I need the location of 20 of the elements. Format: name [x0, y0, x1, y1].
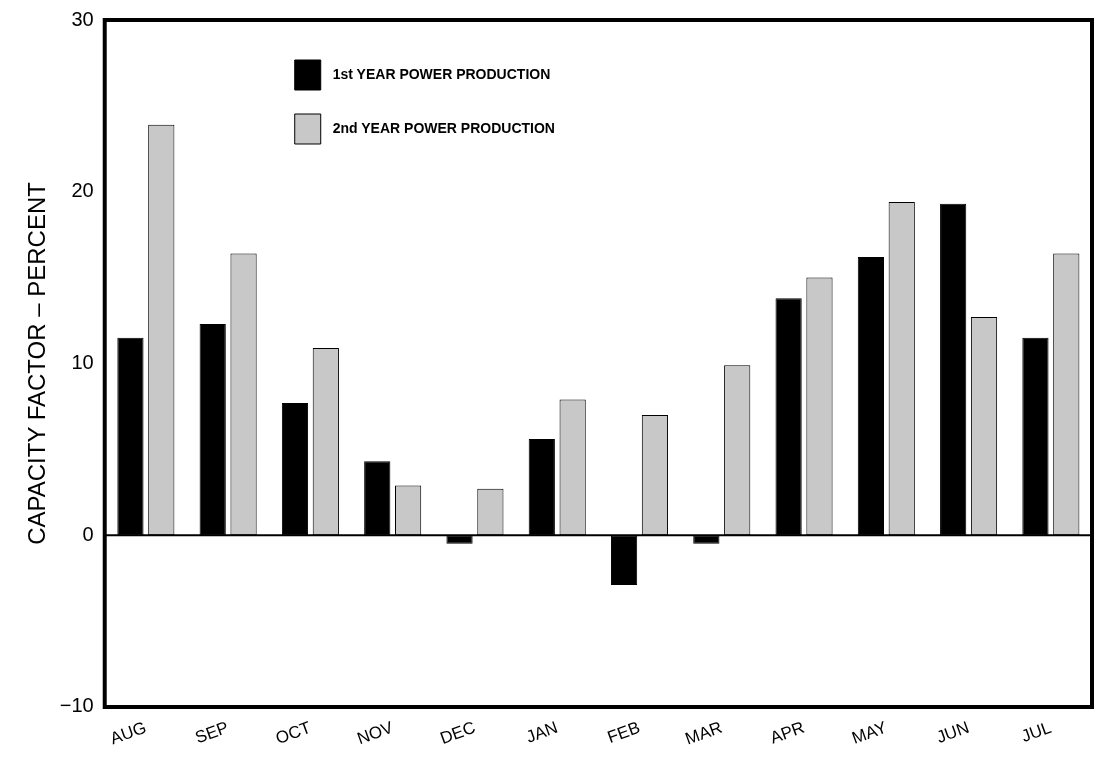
y-axis-title: CAPACITY FACTOR – PERCENT — [23, 181, 51, 545]
x-tick-label: MAR — [682, 717, 725, 749]
x-tick-label: JAN — [523, 717, 561, 747]
x-tick-label: DEC — [437, 717, 478, 748]
x-tick-label: APR — [767, 717, 808, 748]
legend-label: 2nd YEAR POWER PRODUCTION — [332, 119, 555, 136]
x-tick-label: FEB — [604, 717, 643, 747]
x-tick-label: AUG — [107, 717, 149, 749]
x-tick-label: OCT — [273, 717, 314, 748]
y-tick-label: 20 — [71, 179, 94, 202]
y-tick-label: 30 — [71, 7, 94, 30]
x-tick-label: JUN — [933, 717, 972, 747]
y-tick-label: 0 — [82, 522, 94, 545]
x-tick-label: SEP — [192, 717, 232, 748]
legend-label: 1st YEAR POWER PRODUCTION — [332, 65, 551, 82]
x-tick-label: JUL — [1018, 717, 1054, 746]
x-tick-label: NOV — [354, 717, 397, 749]
y-tick-label: −10 — [59, 694, 94, 717]
y-tick-label: 10 — [71, 350, 94, 373]
x-tick-label: MAY — [849, 717, 890, 748]
